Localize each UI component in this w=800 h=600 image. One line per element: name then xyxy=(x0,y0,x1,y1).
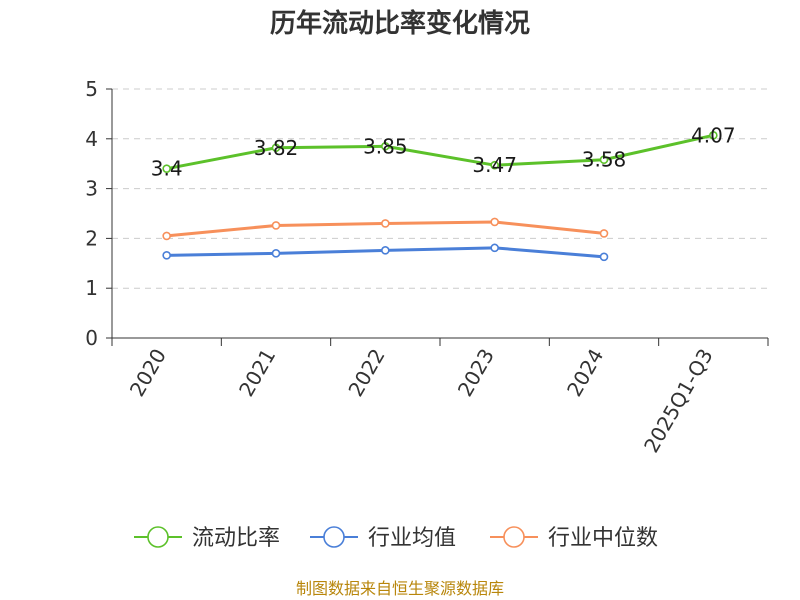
data-label: 3.58 xyxy=(582,148,627,172)
legend-item[interactable]: 行业均值 xyxy=(310,526,456,551)
legend-marker xyxy=(147,526,169,548)
data-point[interactable] xyxy=(381,141,390,151)
data-point[interactable] xyxy=(271,249,281,258)
y-tick-label: 1 xyxy=(85,276,98,300)
legend-label: 行业均值 xyxy=(368,526,456,551)
data-label: 4.07 xyxy=(691,123,736,147)
legend-item[interactable]: 行业中位数 xyxy=(490,526,658,551)
legend-marker xyxy=(323,526,345,548)
y-tick-label: 4 xyxy=(85,127,98,151)
data-point[interactable] xyxy=(271,143,281,153)
legend-label: 流动比率 xyxy=(192,526,280,551)
x-tick-label: 2020 xyxy=(125,345,171,401)
data-label: 3.82 xyxy=(254,136,299,160)
data-point[interactable] xyxy=(162,251,171,260)
data-label: 3.47 xyxy=(472,153,517,177)
grid-lines xyxy=(112,88,768,289)
data-point[interactable] xyxy=(599,229,609,238)
legend-item[interactable]: 流动比率 xyxy=(134,526,280,551)
data-point[interactable] xyxy=(490,160,499,170)
y-tick-label: 5 xyxy=(85,77,98,101)
x-tick-label: 2025Q1-Q3 xyxy=(639,345,718,457)
x-tick-label: 2023 xyxy=(453,344,499,400)
data-point[interactable] xyxy=(162,164,171,173)
axes: 0 1 2 3 4 5 2020 2021 2022 2023 2024 2025Q1-Q3 xyxy=(85,77,769,457)
data-point[interactable] xyxy=(599,252,609,262)
y-tick-label: 3 xyxy=(85,177,98,201)
data-label: 3.85 xyxy=(363,134,408,158)
series-lines xyxy=(162,131,718,262)
data-point[interactable] xyxy=(599,155,609,165)
data-point[interactable] xyxy=(271,221,281,230)
series-line xyxy=(166,133,714,171)
data-point[interactable] xyxy=(381,219,390,228)
x-tick-label: 2024 xyxy=(562,345,608,401)
y-tick-label: 0 xyxy=(85,326,98,350)
data-label: 3.4 xyxy=(151,157,183,181)
source-note: 制图数据来自恒生聚源数据库 xyxy=(296,579,504,598)
data-point[interactable] xyxy=(381,246,390,255)
chart-title: 历年流动比率变化情况 xyxy=(270,8,530,39)
data-point[interactable] xyxy=(490,243,499,253)
data-point[interactable] xyxy=(709,131,718,140)
legend[interactable]: 流动比率 行业均值 行业中位数 xyxy=(134,526,658,551)
data-labels: 3.4 3.82 3.85 3.47 3.58 4.07 xyxy=(151,123,736,180)
legend-marker xyxy=(503,526,525,548)
x-tick-label: 2022 xyxy=(343,345,389,401)
legend-label: 行业中位数 xyxy=(548,526,658,551)
data-point[interactable] xyxy=(490,217,499,227)
x-tick-label: 2021 xyxy=(234,345,280,401)
y-tick-label: 2 xyxy=(85,226,98,250)
data-point[interactable] xyxy=(162,231,171,241)
